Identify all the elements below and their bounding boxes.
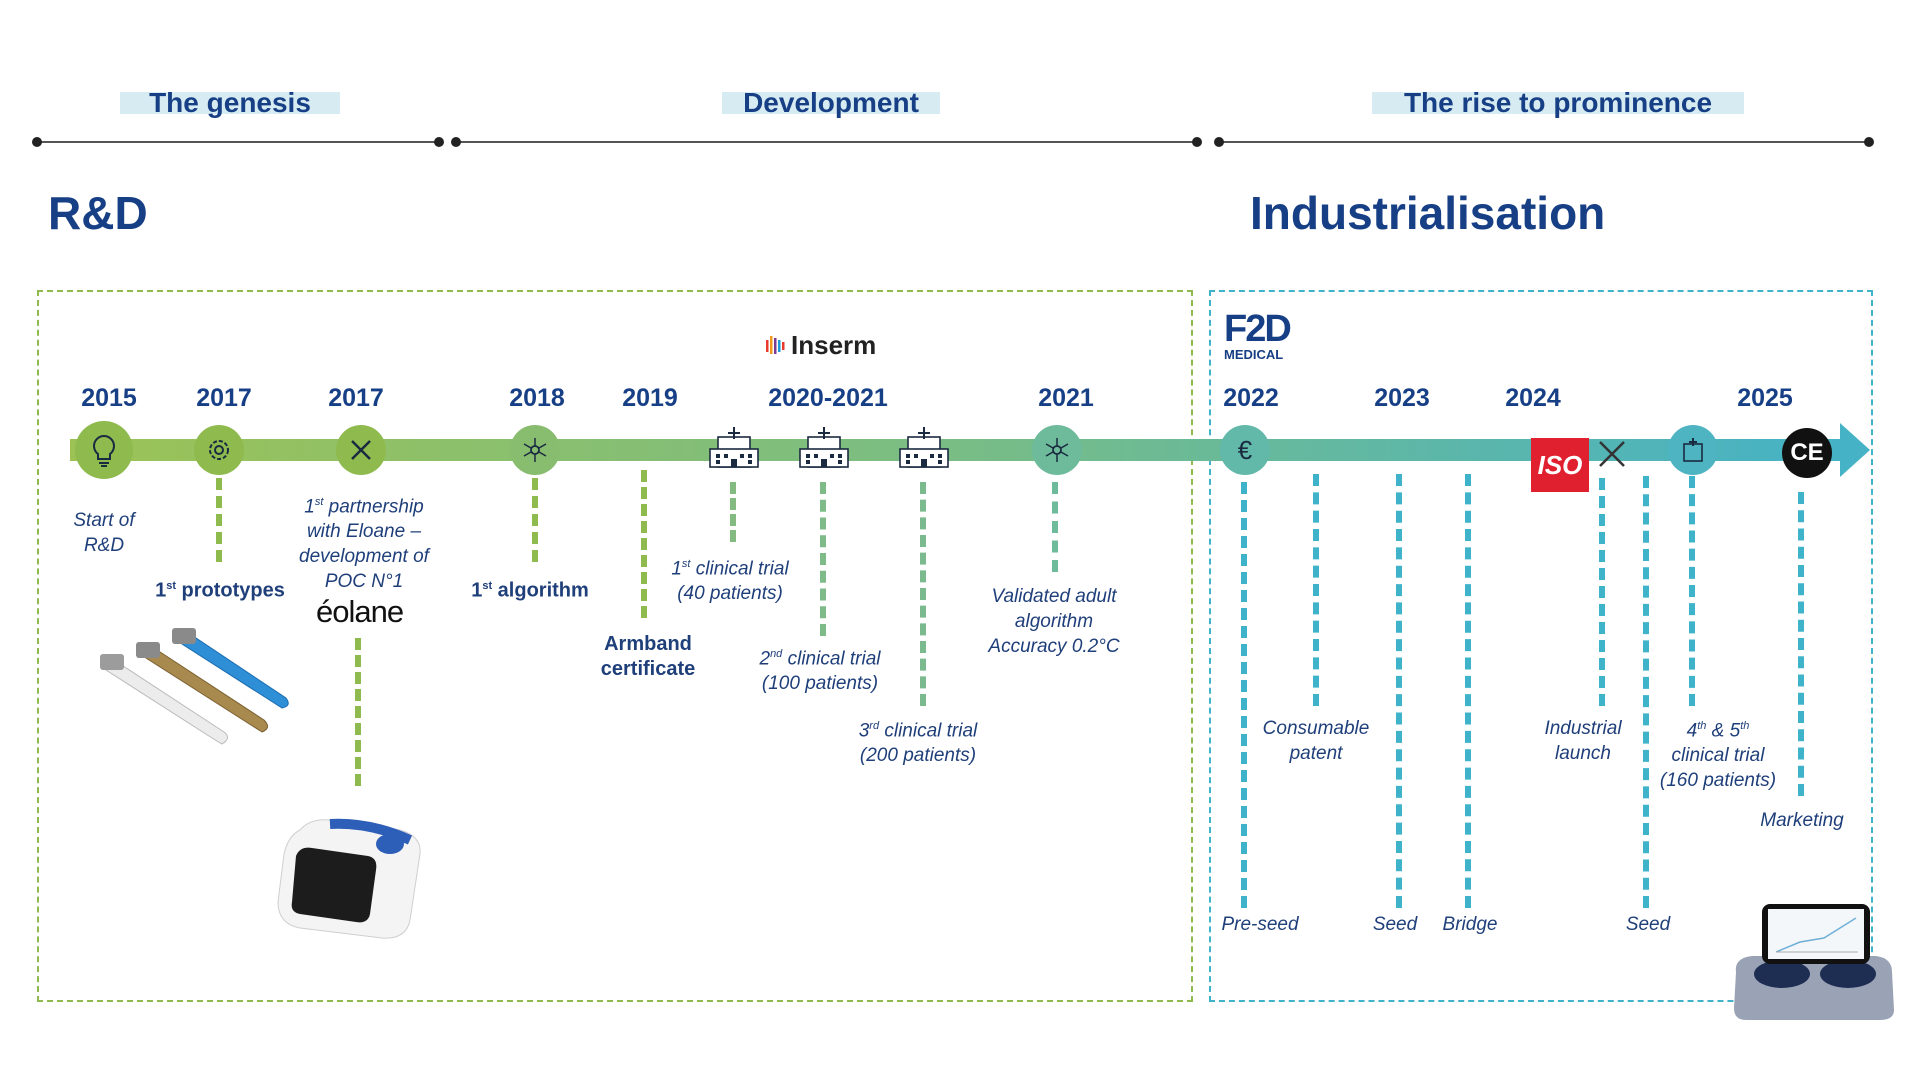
section-rd-title: R&D (48, 187, 148, 239)
connector (730, 482, 736, 542)
year-2018: 2018 (509, 384, 565, 412)
connector (820, 482, 826, 636)
connector (1396, 474, 1402, 908)
label-partnership: 1st partnership with Eloane – developmen… (299, 496, 429, 593)
hospital-icon (899, 427, 949, 468)
label-seed-2023: Seed (1372, 914, 1418, 935)
label-marketing: Marketing (1760, 810, 1844, 831)
armband-prototypes-image (100, 628, 289, 745)
connector (216, 478, 222, 562)
label-patent: Consumable patent (1262, 718, 1370, 764)
label-algorithm: 1st algorithm (471, 579, 589, 602)
year-2023: 2023 (1374, 384, 1430, 412)
gear-icon (194, 425, 244, 475)
label-prototypes: 1st prototypes (155, 579, 285, 602)
phase-dot (1214, 137, 1224, 147)
euro-icon: € (1220, 425, 1270, 475)
connector (532, 478, 538, 562)
tools-icon (1599, 441, 1625, 467)
connector (920, 482, 926, 706)
label-trial3: 3rd clinical trial (200 patients) (858, 720, 978, 767)
phase-genesis: The genesis (120, 89, 340, 117)
hospital-icon (1668, 425, 1718, 475)
connector (1313, 474, 1319, 706)
label-seed-2024: Seed (1625, 914, 1671, 935)
label-trial45: 4th & 5th clinical trial (160 patients) (1659, 720, 1777, 792)
year-2024: 2024 (1505, 384, 1561, 412)
phase-rise: The rise to prominence (1372, 89, 1744, 117)
label-start-rd: Start of R&D (73, 510, 135, 556)
connector (1689, 476, 1695, 706)
year-2017b: 2017 (328, 384, 384, 412)
phase-dot (32, 137, 42, 147)
year-2021: 2021 (1038, 384, 1094, 412)
industrialisation-box (1209, 290, 1873, 1002)
iso-logo: ISO (1531, 438, 1589, 492)
phase-dot (1864, 137, 1874, 147)
tools-icon (336, 425, 386, 475)
year-2025: 2025 (1737, 384, 1793, 412)
phase-line-rise (1218, 141, 1868, 143)
hospital-icon (799, 427, 849, 468)
phase-dot (451, 137, 461, 147)
ce-logo: CE (1782, 428, 1832, 478)
connector (1465, 474, 1471, 908)
phase-dot (434, 137, 444, 147)
section-industrialisation-title: Industrialisation (1250, 187, 1606, 239)
inserm-logo: Inserm (765, 330, 876, 361)
connector (355, 638, 361, 786)
phase-development: Development (722, 89, 940, 117)
f2d-medical-logo: F2D MEDICAL (1224, 308, 1292, 362)
year-2020-2021: 2020-2021 (768, 384, 888, 412)
label-preseed: Pre-seed (1221, 914, 1299, 935)
phase-dot (1192, 137, 1202, 147)
year-2015: 2015 (81, 384, 137, 412)
network-icon (510, 425, 560, 475)
phase-line-genesis (37, 141, 439, 143)
dock-device-image (1734, 904, 1894, 1020)
inserm-icon (766, 335, 785, 354)
lightbulb-icon (75, 421, 133, 479)
label-bridge: Bridge (1442, 914, 1498, 935)
label-trial2: 2nd clinical trial (100 patients) (759, 648, 881, 695)
connector (1798, 492, 1804, 796)
rd-box (37, 290, 1193, 1002)
network-icon (1032, 425, 1082, 475)
connector (1599, 478, 1605, 706)
connector (641, 470, 647, 618)
year-2022: 2022 (1223, 384, 1279, 412)
eolane-logo: éolane (316, 594, 404, 629)
connector (1052, 482, 1058, 572)
year-2019: 2019 (622, 384, 678, 412)
year-2017a: 2017 (196, 384, 252, 412)
device-image (277, 818, 421, 939)
label-industrial-launch: Industrial launch (1544, 718, 1622, 764)
connector (1643, 476, 1649, 908)
label-validated: Validated adult algorithm Accuracy 0.2°C (988, 586, 1120, 657)
label-trial1: 1st clinical trial (40 patients) (671, 558, 789, 605)
phase-line-development (455, 141, 1198, 143)
hospital-icon (709, 427, 759, 468)
connector (1241, 482, 1247, 908)
label-armband: Armband certificate (600, 633, 696, 680)
